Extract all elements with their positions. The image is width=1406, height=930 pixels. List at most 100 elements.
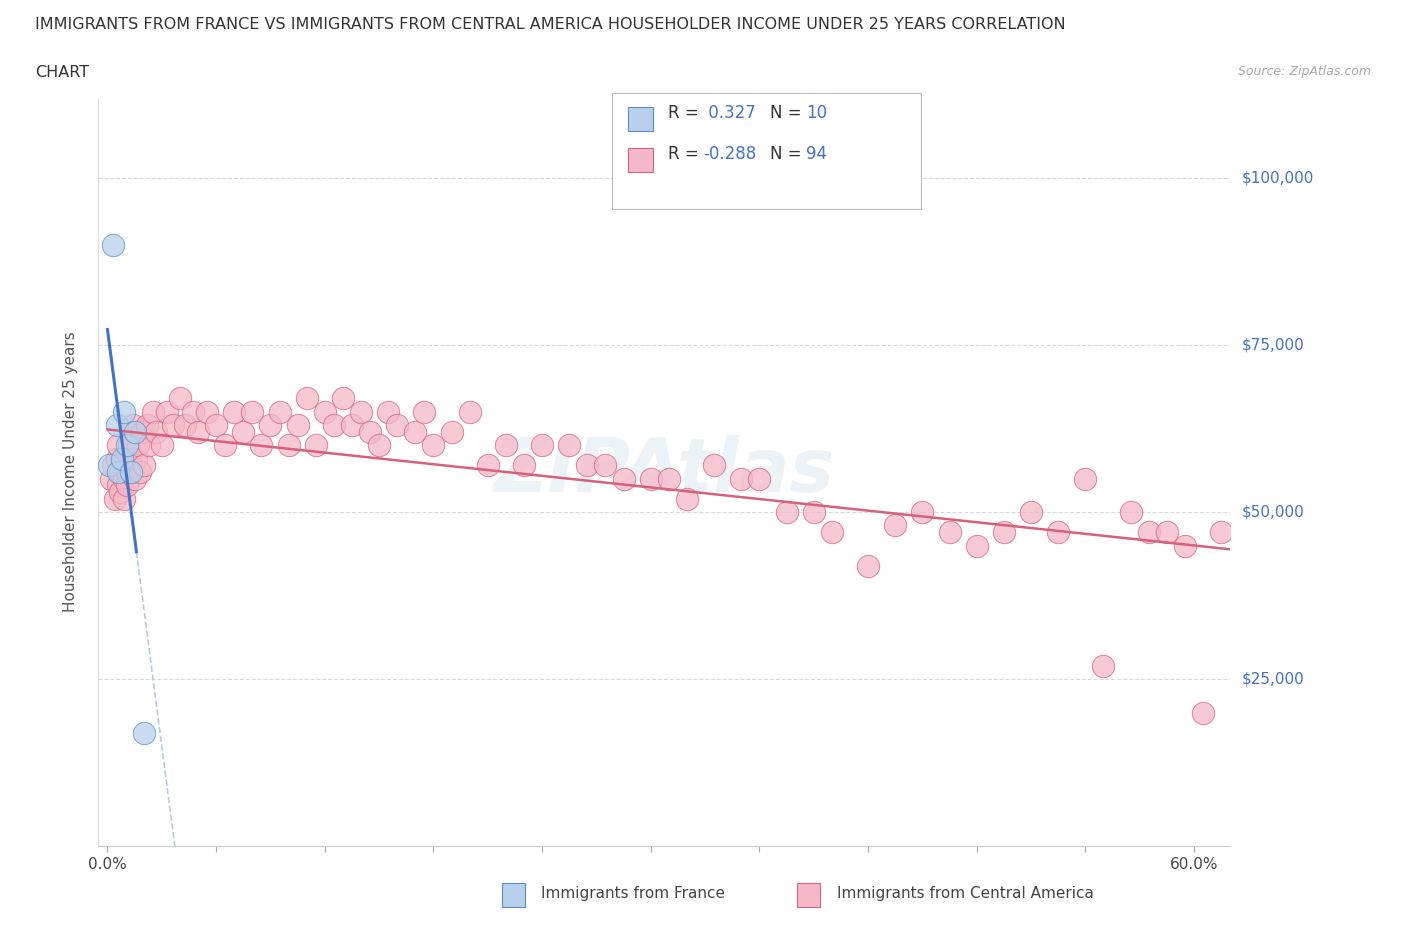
- Point: [131, 424, 153, 439]
- Point: [314, 405, 336, 419]
- Point: [124, 472, 146, 486]
- Point: [350, 405, 373, 419]
- Point: [132, 458, 155, 472]
- Point: [100, 472, 122, 486]
- Point: [136, 418, 159, 432]
- Point: [368, 438, 391, 453]
- Point: [305, 438, 328, 453]
- Point: [595, 458, 617, 472]
- Point: [101, 458, 124, 472]
- Point: [117, 465, 139, 480]
- Point: [458, 405, 481, 419]
- Point: [1211, 525, 1233, 539]
- Point: [413, 405, 436, 419]
- Point: [195, 405, 218, 419]
- Point: [120, 465, 142, 480]
- Point: [138, 438, 160, 453]
- Point: [359, 424, 381, 439]
- Point: [1019, 505, 1042, 520]
- Y-axis label: Householder Income Under 25 years: Householder Income Under 25 years: [63, 332, 77, 612]
- Point: [287, 418, 309, 432]
- Text: $100,000: $100,000: [1241, 170, 1313, 185]
- Point: [104, 491, 127, 506]
- Point: [1119, 505, 1142, 520]
- Point: [107, 465, 129, 480]
- Point: [105, 451, 128, 466]
- Point: [112, 405, 135, 419]
- Point: [162, 418, 184, 432]
- Point: [205, 418, 228, 432]
- Point: [495, 438, 517, 453]
- Point: [112, 472, 135, 486]
- Point: [259, 418, 281, 432]
- Text: Immigrants from Central America: Immigrants from Central America: [837, 886, 1094, 901]
- Text: IMMIGRANTS FROM FRANCE VS IMMIGRANTS FROM CENTRAL AMERICA HOUSEHOLDER INCOME UND: IMMIGRANTS FROM FRANCE VS IMMIGRANTS FRO…: [35, 17, 1066, 32]
- Text: 94: 94: [806, 145, 827, 163]
- Point: [775, 505, 797, 520]
- Point: [821, 525, 844, 539]
- Text: N =: N =: [770, 104, 807, 122]
- Point: [129, 465, 152, 480]
- Point: [107, 478, 129, 493]
- Point: [332, 391, 354, 405]
- Point: [938, 525, 960, 539]
- Point: [214, 438, 236, 453]
- Point: [125, 451, 148, 466]
- Point: [101, 237, 124, 252]
- Point: [232, 424, 254, 439]
- Point: [111, 451, 134, 466]
- Point: [911, 505, 934, 520]
- Text: 10: 10: [806, 104, 827, 122]
- Point: [531, 438, 554, 453]
- Text: Source: ZipAtlas.com: Source: ZipAtlas.com: [1237, 65, 1371, 78]
- Point: [377, 405, 399, 419]
- Point: [250, 438, 273, 453]
- Point: [156, 405, 179, 419]
- Point: [658, 472, 681, 486]
- Text: ZIPAtlas: ZIPAtlas: [494, 435, 835, 509]
- Point: [748, 472, 770, 486]
- Point: [966, 538, 988, 553]
- Point: [703, 458, 725, 472]
- Point: [856, 558, 879, 573]
- Point: [120, 458, 142, 472]
- Point: [142, 405, 165, 419]
- Point: [1192, 705, 1215, 720]
- Point: [730, 472, 752, 486]
- Text: Immigrants from France: Immigrants from France: [541, 886, 725, 901]
- Text: $75,000: $75,000: [1241, 338, 1305, 352]
- Point: [1047, 525, 1070, 539]
- Point: [558, 438, 581, 453]
- Point: [295, 391, 318, 405]
- Point: [174, 418, 197, 432]
- Point: [576, 458, 599, 472]
- Point: [107, 438, 129, 453]
- Point: [640, 472, 662, 486]
- Point: [124, 424, 146, 439]
- Text: 0.327: 0.327: [703, 104, 756, 122]
- Point: [240, 405, 263, 419]
- Text: N =: N =: [770, 145, 807, 163]
- Point: [1074, 472, 1097, 486]
- Point: [676, 491, 699, 506]
- Text: -0.288: -0.288: [703, 145, 756, 163]
- Point: [132, 725, 155, 740]
- Point: [1156, 525, 1178, 539]
- Point: [145, 424, 167, 439]
- Point: [269, 405, 291, 419]
- Point: [387, 418, 409, 432]
- Point: [1092, 658, 1115, 673]
- Point: [477, 458, 499, 472]
- Point: [404, 424, 426, 439]
- Point: [187, 424, 209, 439]
- Point: [108, 485, 131, 499]
- Text: R =: R =: [668, 145, 704, 163]
- Text: R =: R =: [668, 104, 704, 122]
- Point: [111, 458, 134, 472]
- Text: $50,000: $50,000: [1241, 505, 1305, 520]
- Point: [117, 438, 139, 453]
- Point: [884, 518, 907, 533]
- Point: [105, 418, 128, 432]
- Point: [112, 491, 135, 506]
- Point: [1174, 538, 1197, 553]
